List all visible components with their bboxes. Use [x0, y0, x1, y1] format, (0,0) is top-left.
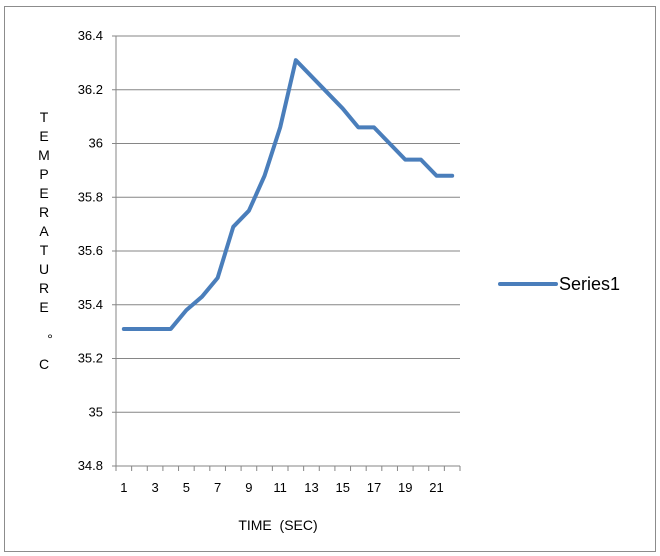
x-tick-label: 1 — [120, 480, 127, 495]
y-axis-title-letter: E — [39, 128, 48, 144]
x-tick-label: 17 — [367, 480, 381, 495]
y-axis-title-letter: ° — [47, 331, 53, 347]
y-axis-title-letter: R — [39, 280, 49, 296]
x-tick-label: 5 — [183, 480, 190, 495]
x-tick-label: 21 — [429, 480, 443, 495]
y-axis-title-letter: E — [39, 185, 48, 201]
y-axis-title-letter: M — [38, 147, 50, 163]
y-tick-label: 36.2 — [78, 82, 103, 97]
x-tick-label: 7 — [214, 480, 221, 495]
y-axis-title-letter: U — [39, 261, 49, 277]
x-tick-label: 15 — [335, 480, 349, 495]
y-tick-label: 35.2 — [78, 351, 103, 366]
y-tick-label: 35.6 — [78, 243, 103, 258]
x-tick-label: 19 — [398, 480, 412, 495]
y-tick-label: 36 — [89, 136, 103, 151]
y-tick-label: 35.8 — [78, 189, 103, 204]
series-lines — [121, 58, 455, 331]
y-axis-title-letter: C — [39, 356, 49, 372]
y-tick-labels: 34.8 35 35.2 35.4 35.6 35.8 36 36.2 36.4 — [78, 28, 103, 473]
y-axis-title-letter: T — [40, 242, 49, 258]
y-axis-title-letter: A — [39, 223, 49, 239]
y-axis-title-letter: T — [40, 109, 49, 125]
x-tick-label: 13 — [304, 480, 318, 495]
x-tick-label: 9 — [245, 480, 252, 495]
x-tick-label: 3 — [151, 480, 158, 495]
series-line-series1 — [121, 58, 455, 331]
x-tick-label: 11 — [273, 480, 287, 495]
y-tick-label: 34.8 — [78, 458, 103, 473]
axes — [115, 36, 461, 471]
x-axis-title: TIME (SEC) — [238, 517, 317, 533]
legend-label-series1: Series1 — [559, 274, 620, 294]
y-tick-label: 35.4 — [78, 297, 103, 312]
y-axis-title-letter: P — [39, 166, 48, 182]
y-tick-label: 35 — [89, 404, 103, 419]
x-tick-labels: 1 3 5 7 9 11 13 15 17 19 21 — [120, 480, 444, 495]
y-axis-title-letter: E — [39, 299, 48, 315]
legend: Series1 — [498, 274, 620, 294]
y-axis-title-letter: R — [39, 204, 49, 220]
y-tick-label: 36.4 — [78, 28, 103, 43]
